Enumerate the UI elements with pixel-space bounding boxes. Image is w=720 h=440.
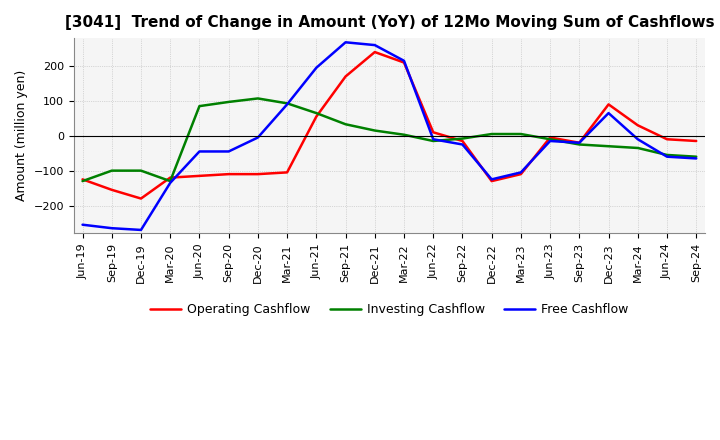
Investing Cashflow xyxy=(400,132,408,137)
Free Cashflow xyxy=(429,136,438,142)
Free Cashflow xyxy=(371,42,379,48)
Free Cashflow xyxy=(78,222,87,227)
Investing Cashflow xyxy=(225,99,233,105)
Investing Cashflow xyxy=(253,96,262,101)
Operating Cashflow xyxy=(283,170,292,175)
Operating Cashflow xyxy=(546,135,554,140)
Operating Cashflow xyxy=(604,102,613,107)
Operating Cashflow xyxy=(516,172,525,177)
Operating Cashflow xyxy=(225,172,233,177)
Investing Cashflow xyxy=(634,145,642,150)
Line: Free Cashflow: Free Cashflow xyxy=(83,42,696,230)
Operating Cashflow xyxy=(487,179,496,184)
Free Cashflow xyxy=(487,177,496,182)
Investing Cashflow xyxy=(195,103,204,109)
Investing Cashflow xyxy=(516,132,525,137)
Operating Cashflow xyxy=(253,172,262,177)
Operating Cashflow xyxy=(195,173,204,179)
Free Cashflow xyxy=(166,180,174,186)
Line: Investing Cashflow: Investing Cashflow xyxy=(83,99,696,181)
Free Cashflow xyxy=(341,40,350,45)
Investing Cashflow xyxy=(662,152,671,158)
Y-axis label: Amount (million yen): Amount (million yen) xyxy=(15,70,28,202)
Investing Cashflow xyxy=(78,179,87,184)
Investing Cashflow xyxy=(575,142,584,147)
Investing Cashflow xyxy=(458,136,467,141)
Operating Cashflow xyxy=(458,138,467,143)
Free Cashflow xyxy=(516,170,525,175)
Operating Cashflow xyxy=(371,49,379,55)
Free Cashflow xyxy=(225,149,233,154)
Operating Cashflow xyxy=(107,187,116,192)
Title: [3041]  Trend of Change in Amount (YoY) of 12Mo Moving Sum of Cashflows: [3041] Trend of Change in Amount (YoY) o… xyxy=(65,15,714,30)
Investing Cashflow xyxy=(604,143,613,149)
Operating Cashflow xyxy=(166,175,174,180)
Investing Cashflow xyxy=(429,138,438,143)
Operating Cashflow xyxy=(78,177,87,182)
Investing Cashflow xyxy=(166,179,174,184)
Investing Cashflow xyxy=(283,101,292,106)
Investing Cashflow xyxy=(371,128,379,133)
Free Cashflow xyxy=(137,227,145,233)
Investing Cashflow xyxy=(107,168,116,173)
Operating Cashflow xyxy=(341,74,350,79)
Investing Cashflow xyxy=(546,136,554,142)
Legend: Operating Cashflow, Investing Cashflow, Free Cashflow: Operating Cashflow, Investing Cashflow, … xyxy=(145,298,634,321)
Free Cashflow xyxy=(107,226,116,231)
Operating Cashflow xyxy=(312,114,320,119)
Free Cashflow xyxy=(662,154,671,159)
Free Cashflow xyxy=(283,102,292,107)
Free Cashflow xyxy=(692,156,701,161)
Operating Cashflow xyxy=(400,60,408,65)
Investing Cashflow xyxy=(137,168,145,173)
Operating Cashflow xyxy=(137,196,145,201)
Investing Cashflow xyxy=(312,110,320,116)
Free Cashflow xyxy=(604,110,613,116)
Investing Cashflow xyxy=(692,154,701,159)
Free Cashflow xyxy=(458,142,467,147)
Free Cashflow xyxy=(195,149,204,154)
Operating Cashflow xyxy=(429,130,438,135)
Investing Cashflow xyxy=(487,132,496,137)
Free Cashflow xyxy=(575,140,584,145)
Free Cashflow xyxy=(253,135,262,140)
Operating Cashflow xyxy=(634,123,642,128)
Investing Cashflow xyxy=(341,121,350,127)
Free Cashflow xyxy=(400,58,408,63)
Free Cashflow xyxy=(634,136,642,142)
Free Cashflow xyxy=(546,138,554,143)
Free Cashflow xyxy=(312,65,320,70)
Operating Cashflow xyxy=(575,140,584,145)
Line: Operating Cashflow: Operating Cashflow xyxy=(83,52,696,198)
Operating Cashflow xyxy=(692,138,701,143)
Operating Cashflow xyxy=(662,136,671,142)
